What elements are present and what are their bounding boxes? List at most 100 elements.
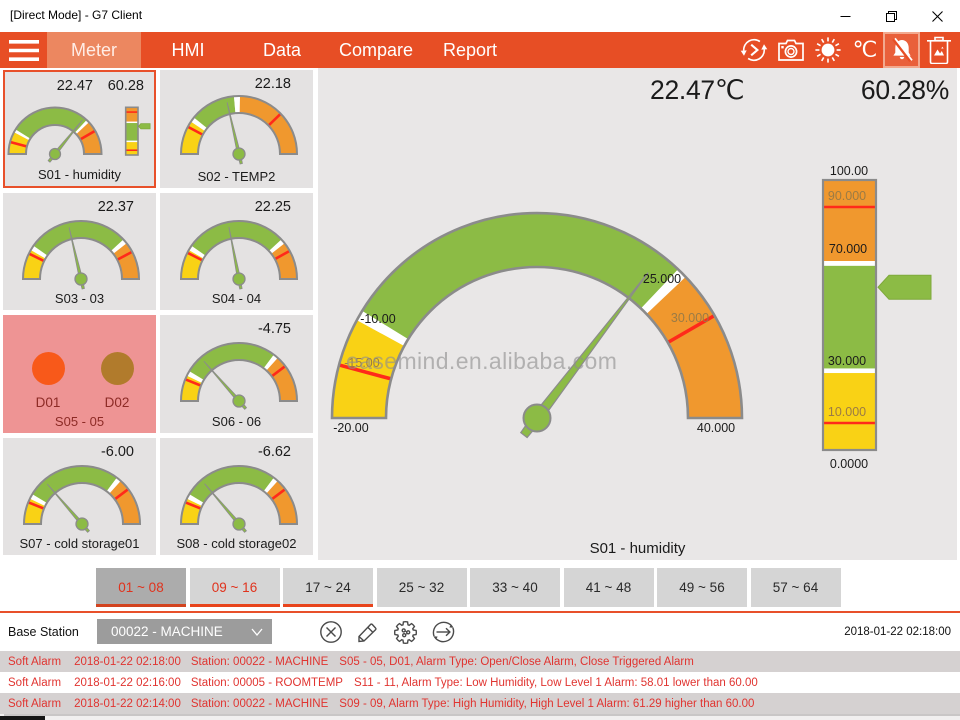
- sensor-value: -6.62: [257, 443, 291, 460]
- sensor-label: S08 - cold storage02: [176, 536, 297, 551]
- sensor-label: S04 - 04: [211, 291, 262, 306]
- range-tab-17-24[interactable]: 17 ~ 24: [283, 568, 373, 607]
- sensor-value: 60.28: [107, 78, 144, 94]
- base-station-label: Base Station: [8, 625, 79, 639]
- close-button[interactable]: [914, 0, 960, 32]
- sensor-tile-s02[interactable]: 22.18 S02 - TEMP2: [160, 70, 313, 188]
- sensor-gauge: [179, 95, 299, 165]
- svg-text:100.00: 100.00: [830, 164, 868, 178]
- snapshot-trash-icon[interactable]: [920, 32, 957, 68]
- settings-icon[interactable]: [387, 619, 425, 645]
- sensor-label: S02 - TEMP2: [197, 168, 276, 184]
- sensor-label: S07 - cold storage01: [19, 536, 140, 551]
- alarm-message: S05 - 05, D01, Alarm Type: Open/Close Al…: [339, 655, 694, 668]
- celsius-toggle[interactable]: ℃: [846, 32, 883, 68]
- range-tabs: 01 ~ 08 09 ~ 16 17 ~ 24 25 ~ 32 33 ~ 40 41 ~ …: [96, 568, 844, 607]
- alarm-message: S09 - 09, Alarm Type: High Humidity, Hig…: [339, 697, 755, 710]
- clear-icon[interactable]: [312, 619, 350, 645]
- svg-text:10.000: 10.000: [828, 405, 866, 419]
- sensor-value: 22.47: [56, 78, 93, 94]
- scrollbar-thumb[interactable]: [0, 716, 45, 720]
- chevron-down-icon: [251, 628, 263, 636]
- alarm-mute-icon[interactable]: [883, 32, 920, 68]
- horizontal-scrollbar[interactable]: [0, 714, 960, 720]
- svg-text:-15.00: -15.00: [344, 356, 379, 370]
- sensor-gauge: [179, 219, 299, 290]
- sensor-tile-s03[interactable]: 22.37 S03 - 03: [3, 192, 156, 310]
- nav-tab-data[interactable]: Data: [262, 39, 302, 60]
- digital-channel-label: D01: [35, 395, 61, 410]
- alarm-message: S11 - 11, Alarm Type: Low Humidity, Low …: [353, 676, 758, 689]
- camera-icon[interactable]: [772, 32, 809, 68]
- window-title: [Direct Mode] - G7 Client: [10, 8, 143, 22]
- range-tab-49-56[interactable]: 49 ~ 56: [657, 568, 747, 607]
- svg-text:30.000: 30.000: [671, 311, 709, 325]
- sensor-label: S03 - 03: [54, 291, 105, 306]
- range-tab-33-40[interactable]: 33 ~ 40: [470, 568, 560, 607]
- alarm-time: 2018-01-22 02:16:00: [74, 676, 181, 689]
- temperature-value: 22.47℃: [650, 75, 745, 105]
- svg-text:40.000: 40.000: [697, 421, 735, 435]
- station-select-value: 00022 - MACHINE: [111, 624, 223, 639]
- meter-detail-panel: 22.47℃ 60.28% -20.00 40.000 -10.00 25.000 30…: [318, 68, 957, 560]
- send-icon[interactable]: [425, 619, 463, 645]
- nav-tab-report[interactable]: Report: [442, 39, 498, 60]
- alarm-station: Station: 00005 - ROOMTEMP: [190, 676, 343, 689]
- nav-tabs: Meter HMI Data Compare Report: [47, 32, 517, 68]
- sensor-value: -6.00: [100, 443, 134, 460]
- selected-sensor-label: S01 - humidity: [589, 540, 686, 557]
- svg-text:70.000: 70.000: [829, 242, 867, 256]
- svg-text:0.0000: 0.0000: [830, 457, 868, 471]
- sensor-tile-s01[interactable]: 22.47 60.28 S01 - humidity: [3, 70, 156, 188]
- sensor-tile-s08[interactable]: -6.62 S08 - cold storage02: [160, 437, 313, 555]
- minimize-button[interactable]: [822, 0, 868, 32]
- statusbar: Base Station 00022 - MACHINE: [0, 613, 960, 651]
- sensor-tile-s07[interactable]: -6.00 S07 - cold storage01: [3, 437, 156, 555]
- nav-tab-compare[interactable]: Compare: [338, 39, 414, 60]
- scrollbar-track: [4, 714, 960, 716]
- range-tab-09-16[interactable]: 09 ~ 16: [189, 568, 280, 607]
- brightness-icon[interactable]: [809, 32, 846, 68]
- titlebar: [Direct Mode] - G7 Client: [0, 0, 960, 32]
- nav-tab-hmi[interactable]: HMI: [171, 39, 205, 60]
- sensor-label: S05 - 05: [54, 413, 105, 429]
- sensor-gauge: [21, 219, 141, 289]
- sensor-label: S06 - 06: [211, 413, 262, 429]
- sensor-value: 22.37: [97, 198, 134, 215]
- range-tab-01-08[interactable]: 01 ~ 08: [96, 568, 186, 607]
- svg-text:-10.00: -10.00: [360, 312, 395, 326]
- alarm-row[interactable]: Soft Alarm 2018-01-22 02:14:00 Station: 00…: [0, 693, 960, 714]
- range-tab-57-64[interactable]: 57 ~ 64: [750, 568, 841, 607]
- alarm-time: 2018-01-22 02:18:00: [74, 655, 181, 668]
- digital-channel-d01: [31, 351, 65, 385]
- sensor-gauge: [7, 106, 151, 163]
- sensor-tile-s05[interactable]: D01 D02 S05 - 05: [3, 315, 156, 433]
- alarm-row[interactable]: Soft Alarm 2018-01-22 02:16:00 Station: 00…: [0, 672, 960, 693]
- restore-button[interactable]: [868, 0, 914, 32]
- alarm-station: Station: 00022 - MACHINE: [190, 655, 329, 668]
- alarm-station: Station: 00022 - MACHINE: [190, 697, 329, 710]
- alarm-row[interactable]: Soft Alarm 2018-01-22 02:18:00 Station: 00…: [0, 651, 960, 672]
- navbar: Meter HMI Data Compare Report: [0, 32, 960, 68]
- menu-icon[interactable]: [0, 32, 47, 68]
- nav-tab-meter[interactable]: Meter: [47, 32, 141, 68]
- main-gauge: -20.00 40.000 -10.00 25.000 30.000 -15.00 100.…: [330, 164, 932, 471]
- sync-icon[interactable]: [735, 32, 772, 68]
- celsius-label: ℃: [852, 37, 878, 62]
- sensor-tile-s06[interactable]: -4.75 S06 - 06: [160, 315, 313, 433]
- accent-separator: [0, 611, 960, 613]
- sensor-label: S01 - humidity: [37, 166, 122, 182]
- sensor-value: 22.25: [254, 198, 291, 215]
- sensor-tile-s04[interactable]: 22.25 S04 - 04: [160, 192, 313, 310]
- window-controls: [822, 0, 960, 32]
- alarm-time: 2018-01-22 02:14:00: [74, 697, 181, 710]
- humidity-value: 60.28%: [860, 75, 949, 105]
- digital-channel-label: D02: [104, 395, 130, 410]
- station-select[interactable]: 00022 - MACHINE: [97, 619, 272, 644]
- edit-icon[interactable]: [350, 619, 388, 645]
- range-tab-41-48[interactable]: 41 ~ 48: [563, 568, 654, 607]
- range-tab-25-32[interactable]: 25 ~ 32: [376, 568, 467, 607]
- station-actions: [312, 619, 462, 645]
- alarm-type: Soft Alarm: [8, 676, 62, 689]
